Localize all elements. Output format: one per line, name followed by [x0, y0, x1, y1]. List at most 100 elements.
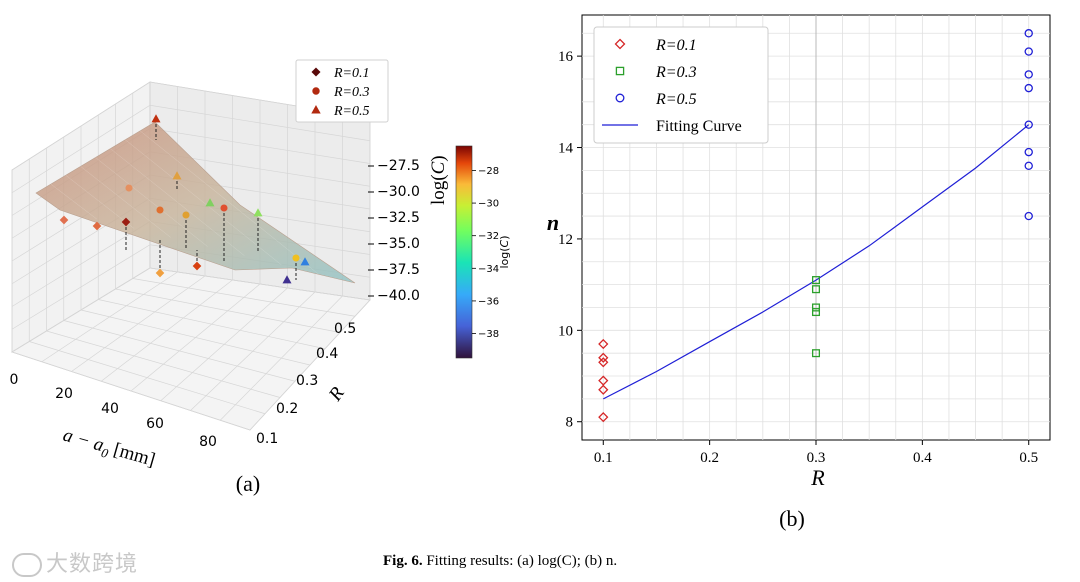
x-axis-label: R	[810, 465, 825, 490]
legend-marker-3d-circle	[312, 87, 320, 95]
data-point-3d-triangle	[253, 208, 263, 217]
legend-label-3d: R=0.3	[333, 85, 370, 100]
legend-label: R=0.3	[655, 64, 697, 81]
watermark: 大数跨境	[12, 546, 138, 578]
data-point-circle	[1024, 70, 1033, 79]
gridlines	[582, 15, 1050, 440]
floor-grid-line	[80, 309, 311, 366]
colorbar-tick-label: −38	[478, 329, 499, 340]
data-point-circle	[1024, 29, 1033, 38]
wall-grid-line	[11, 267, 371, 353]
colorbar-tick-label: −34	[478, 264, 499, 275]
colorbar-tick-label: −36	[478, 296, 499, 307]
floor-grid-line	[220, 295, 343, 421]
x-tick-label-3d: 0	[10, 372, 19, 388]
wall-grid-line	[11, 104, 371, 194]
z-axis-label-3d: log(C)	[428, 155, 449, 205]
data-point-3d-triangle	[205, 198, 215, 207]
data-point-3d-triangle	[151, 114, 161, 123]
y-tick-label-3d: 0.2	[276, 401, 298, 417]
panel-a-3d-chart: 0 20 40 60 80 0.1 0.2 0.3 0.4 0.5 −27.5 −30.0 −32.…	[10, 59, 511, 496]
surface-mesh	[50, 130, 319, 275]
legend-fit-label: Fitting Curve	[656, 118, 742, 135]
data-point-3d-diamond	[92, 221, 102, 231]
y-tick-label: 10	[558, 323, 573, 339]
x-tick-label-3d: 40	[101, 401, 119, 417]
colorbar-tick-label: −30	[478, 199, 499, 210]
data-point-3d-circle	[292, 254, 300, 262]
y-tick-label: 8	[566, 415, 574, 431]
z-tick-label-3d: −35.0	[377, 236, 420, 252]
y-axis-label-3d: R	[324, 383, 349, 406]
z-tick-label-3d: −32.5	[377, 210, 420, 226]
y-tick-label: 12	[558, 232, 573, 248]
panel-b-scatter-chart: 0.1 0.2 0.3 0.4 0.5 8 10 12 14 16 R n R=0.1 R=0.3…	[547, 14, 1051, 531]
x-tick-label-3d: 60	[146, 416, 164, 432]
x-tick-label-3d: 80	[199, 434, 217, 450]
figure-caption: Fig. 6. Fitting results: (a) log(C); (b)…	[383, 553, 617, 570]
floor-grid-line	[132, 278, 356, 317]
data-point-circle	[1024, 147, 1033, 157]
x-tick-label-3d: 20	[55, 386, 73, 402]
colorbar-tick-label: −28	[478, 166, 499, 177]
surface-mesh-line	[95, 157, 208, 247]
x-tick-label: 0.1	[594, 450, 613, 466]
fitting-curve	[603, 124, 1030, 400]
data-point-diamond	[598, 357, 609, 368]
data-point-3d-diamond	[59, 215, 69, 225]
data-point-circle	[1024, 47, 1033, 56]
x-tick-label: 0.3	[807, 450, 826, 466]
legend-marker-diamond	[614, 38, 626, 50]
surface-mesh-line	[80, 166, 171, 238]
floor-grid-line	[249, 299, 371, 431]
colorbar: −28 −30 −32 −34 −36 −38 log(C)	[455, 145, 511, 359]
legend-3d: R=0.1 R=0.3 R=0.5	[295, 59, 389, 123]
fit-curve-line	[603, 124, 1030, 400]
surface-mesh-line	[110, 148, 245, 256]
data-point-3d-diamond	[155, 268, 165, 278]
legend-label-3d: R=0.5	[333, 104, 370, 119]
data-point-circle	[1024, 83, 1033, 93]
watermark-text: 大数跨境	[46, 552, 139, 577]
floor-grid-line	[115, 288, 341, 333]
data-point-3d-triangle	[172, 171, 182, 180]
data-point-circle	[1024, 161, 1033, 171]
x-tick-label: 0.2	[700, 450, 719, 466]
y-tick-label: 16	[558, 49, 574, 65]
data-point-square	[811, 349, 821, 358]
data-point-3d-circle	[156, 206, 164, 214]
data-point-circle	[1024, 211, 1033, 221]
y-tick-label-3d: 0.1	[256, 431, 278, 447]
surface-mesh-line	[50, 183, 98, 220]
z-tick-label-3d: −30.0	[377, 184, 420, 200]
figure-caption-text: Fitting results: (a) log(C); (b) n.	[426, 553, 618, 569]
legend-marker-circle	[615, 93, 625, 103]
data-point-square	[811, 285, 821, 294]
data-point-diamond	[598, 384, 609, 395]
surface-mesh-line	[125, 139, 282, 265]
legend-marker-3d-triangle	[311, 105, 321, 114]
axes3d-gridlines	[11, 81, 371, 431]
legend-label: R=0.5	[655, 91, 697, 108]
data-point-3d-diamond	[192, 261, 202, 271]
figure-number: Fig. 6.	[383, 553, 423, 569]
legend-marker-3d-diamond	[311, 67, 321, 77]
data-point-diamond	[598, 352, 609, 363]
data-point-3d-circle	[182, 211, 190, 219]
legend-label: R=0.1	[655, 37, 697, 54]
data-point-square	[811, 308, 821, 317]
legend: R=0.1 R=0.3 R=0.5 Fitting Curve	[593, 26, 769, 144]
y-tick-label-3d: 0.5	[334, 321, 356, 337]
panel-a-label: (a)	[236, 471, 260, 496]
data-point-diamond	[598, 412, 609, 423]
y-axis-label: n	[547, 210, 559, 235]
y-tick-label-3d: 0.3	[296, 373, 318, 389]
data-point-square	[811, 303, 821, 312]
colorbar-label: log(C)	[498, 235, 511, 268]
legend-label-3d: R=0.1	[333, 66, 370, 81]
colorbar-gradient	[455, 145, 473, 359]
z-tick-label-3d: −37.5	[377, 262, 420, 278]
data-point-3d-circle	[125, 184, 133, 192]
z-tick-label-3d: −40.0	[377, 288, 420, 304]
